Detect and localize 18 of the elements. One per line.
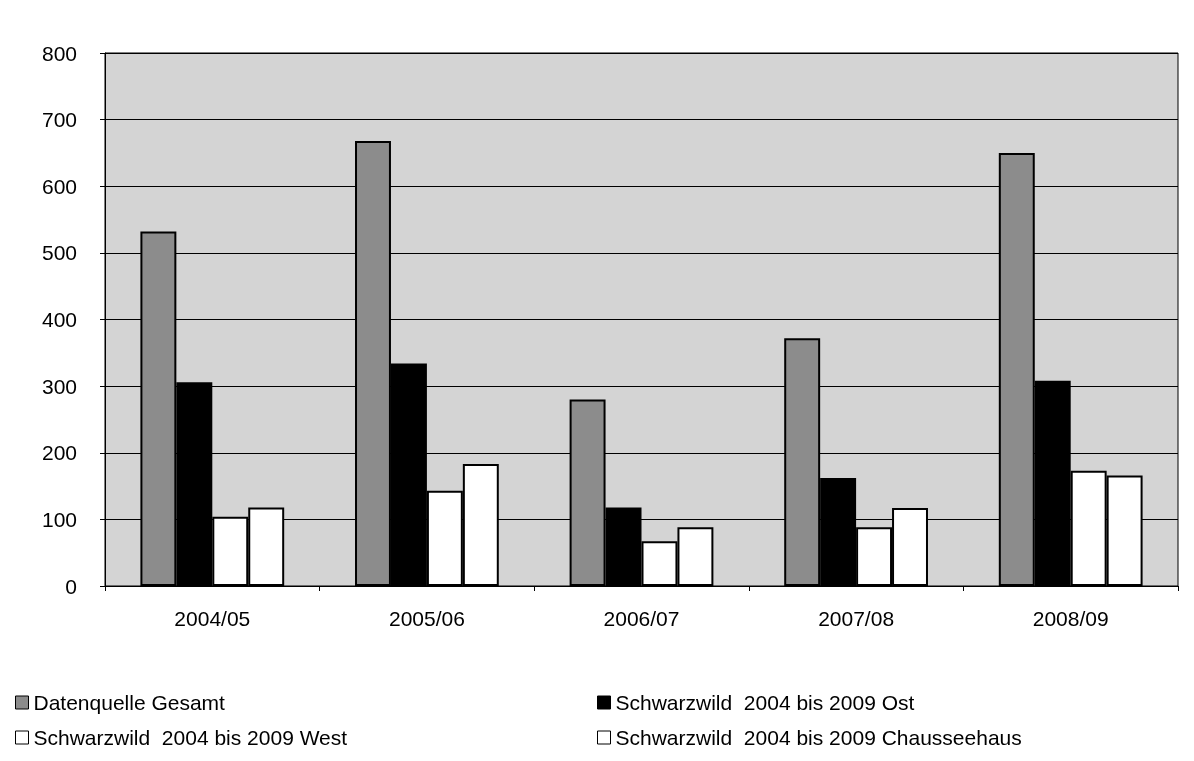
y-tick-label: 300 xyxy=(41,374,77,398)
x-tick-label: 2004/05 xyxy=(174,607,251,630)
x-tick-label: 2006/07 xyxy=(603,607,680,630)
x-tick-label: 2005/06 xyxy=(388,607,465,630)
legend-label: Schwarzwild 2004 bis 2009 Ost xyxy=(615,691,915,714)
y-tick-label: 100 xyxy=(41,507,77,531)
legend-label: Schwarzwild 2004 bis 2009 West xyxy=(33,726,348,749)
y-tick-label: 400 xyxy=(41,308,77,331)
y-tick-label: 0 xyxy=(65,574,77,598)
x-tick-label: 2008/09 xyxy=(1032,607,1109,630)
legend-label: Datenquelle Gesamt xyxy=(33,691,226,714)
y-tick-label: 500 xyxy=(41,241,77,265)
y-tick-label: 800 xyxy=(41,41,77,65)
legend-label: Schwarzwild 2004 bis 2009 Chausseehaus xyxy=(615,726,1022,749)
y-tick-label: 700 xyxy=(41,108,77,132)
y-tick-label: 600 xyxy=(41,174,77,198)
x-tick-label: 2007/08 xyxy=(818,607,895,630)
y-tick-label: 200 xyxy=(41,441,77,465)
